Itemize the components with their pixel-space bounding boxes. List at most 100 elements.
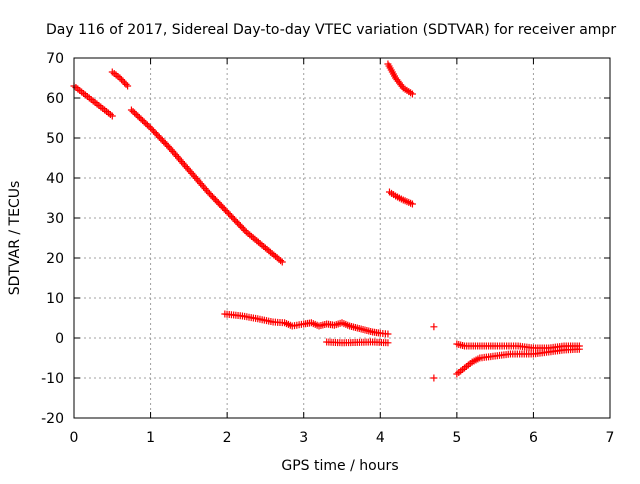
data-point <box>108 112 116 120</box>
data-point <box>277 257 285 265</box>
data-point <box>198 181 206 189</box>
data-point <box>169 147 177 155</box>
data-point <box>384 330 392 338</box>
data-point <box>177 158 185 166</box>
data-point <box>430 374 438 382</box>
data-point <box>197 180 205 188</box>
data-point <box>117 76 125 84</box>
data-point <box>216 200 224 208</box>
data-point <box>175 154 183 162</box>
x-ticks: 0 1 2 3 4 5 6 7 <box>70 58 614 446</box>
plot-frame <box>73 57 611 419</box>
data-point <box>430 323 438 331</box>
data-point <box>158 136 166 144</box>
data-point <box>575 345 583 353</box>
data-point <box>131 109 139 117</box>
grid <box>74 58 610 418</box>
y-tick-label: 10 <box>46 291 64 307</box>
y-tick-label: 40 <box>46 171 64 187</box>
data-point <box>172 151 180 159</box>
data-point <box>137 115 145 123</box>
x-tick-label: 0 <box>70 430 79 446</box>
data-point <box>163 141 171 149</box>
data-point <box>129 108 137 115</box>
data-point <box>183 164 191 172</box>
y-ticks: -20 -10 0 10 20 30 40 50 60 70 <box>41 51 610 427</box>
data-point <box>161 139 169 147</box>
data-point <box>208 193 216 201</box>
data-point <box>140 118 148 126</box>
data-point <box>408 90 416 98</box>
x-tick-label: 1 <box>146 430 155 446</box>
y-tick-label: 0 <box>55 331 64 347</box>
data-point <box>119 77 127 85</box>
data-point <box>192 174 200 182</box>
data-point <box>170 149 178 157</box>
x-tick-label: 5 <box>452 430 461 446</box>
data-point <box>121 79 129 87</box>
data-point <box>238 223 246 231</box>
data-point <box>211 196 219 204</box>
data-point <box>147 124 155 132</box>
data-point <box>229 214 237 222</box>
data-point <box>142 120 150 127</box>
data-point <box>213 197 221 205</box>
data-point <box>160 138 168 146</box>
data-point <box>231 216 239 224</box>
y-tick-label: 50 <box>46 131 64 147</box>
data-point <box>217 202 225 210</box>
x-tick-label: 2 <box>223 430 232 446</box>
y-tick-label: -20 <box>41 411 64 427</box>
data-point <box>219 203 227 211</box>
data-point <box>203 186 211 194</box>
data-point <box>143 121 151 129</box>
data-point <box>226 211 234 219</box>
data-point <box>225 210 233 218</box>
data-point <box>384 339 392 347</box>
data-point <box>176 156 184 164</box>
data-point <box>164 142 172 150</box>
data-point <box>194 176 202 184</box>
data-point <box>200 183 208 191</box>
data-point <box>182 163 190 171</box>
data-point <box>204 188 212 196</box>
data-point <box>157 135 165 143</box>
data-point <box>151 129 159 137</box>
data-point <box>241 226 249 234</box>
data-point <box>239 225 247 233</box>
data-point <box>189 171 197 179</box>
data-point <box>179 159 187 167</box>
data-point <box>180 161 188 169</box>
data-point <box>191 173 199 181</box>
x-axis-label: GPS time / hours <box>281 458 398 474</box>
data-point <box>207 191 215 199</box>
data-point <box>278 258 286 266</box>
data-point <box>195 178 203 186</box>
data-point <box>148 126 156 134</box>
y-axis-label: SDTVAR / TECUs <box>7 181 23 296</box>
data-point <box>152 130 160 138</box>
data-point <box>214 199 222 207</box>
y-tick-label: 30 <box>46 211 64 227</box>
data-point <box>139 117 147 124</box>
data-point <box>145 123 153 130</box>
y-tick-label: 70 <box>46 51 64 67</box>
data-point <box>201 185 209 193</box>
data-point <box>408 200 416 208</box>
y-tick-label: 60 <box>46 91 64 107</box>
data-point <box>124 82 132 90</box>
x-tick-label: 4 <box>376 430 385 446</box>
data-point <box>150 127 158 135</box>
data-point <box>122 80 130 88</box>
data-point <box>166 144 174 152</box>
data-point <box>235 220 243 228</box>
data-point <box>154 132 162 140</box>
data-points <box>70 60 583 382</box>
y-tick-label: 20 <box>46 251 64 267</box>
data-point <box>167 146 175 154</box>
data-point <box>220 205 228 213</box>
data-point <box>116 74 124 82</box>
data-point <box>233 219 241 227</box>
